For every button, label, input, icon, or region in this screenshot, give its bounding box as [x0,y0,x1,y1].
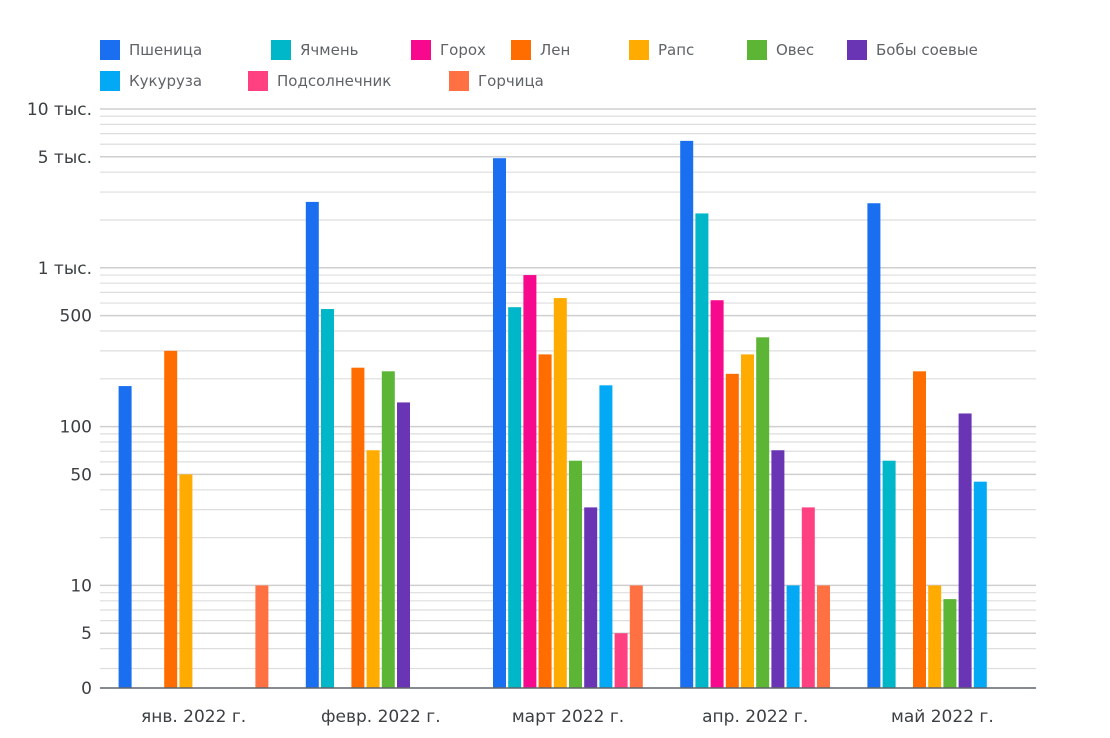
bar-Овес [381,371,395,688]
legend-swatch [449,71,469,91]
bar-Лен [538,354,552,688]
bar-Кукуруза [973,481,987,688]
legend-label: Подсолнечник [277,72,392,90]
bar-Лен [164,350,178,688]
bar-Пшеница [118,386,132,688]
legend-item[interactable]: Овес [747,40,814,60]
bar-Лен [725,373,739,688]
legend-swatch [629,40,649,60]
legend-item[interactable]: Горох [411,40,486,60]
bar-Рапс [553,298,567,688]
legend-swatch [100,40,120,60]
bar-Овес [569,460,582,688]
bar-Ячмень [508,307,522,688]
legend-label: Рапс [658,41,695,59]
legend-item[interactable]: Бобы соевые [847,40,978,60]
y-tick-label: 5 тыс. [38,148,92,168]
legend-item[interactable]: Подсолнечник [248,71,391,91]
bar-Подсолнечник [801,507,815,688]
y-tick-label: 5 [81,624,92,644]
legend-swatch [511,40,531,60]
bar-Горох [523,275,537,688]
bar-Овес [756,337,770,688]
legend-swatch [747,40,767,60]
bar-Горчица [629,585,643,688]
bar-Пшеница [493,158,506,689]
bar-Пшеница [305,201,319,688]
y-tick-label: 500 [60,307,92,327]
legend-item[interactable]: Пшеница [100,40,202,60]
x-tick-label: янв. 2022 г. [141,707,246,727]
legend-label: Горчица [478,72,544,90]
bar-Горчица [817,585,830,688]
legend-swatch [100,71,120,91]
bar-Кукуруза [599,385,613,688]
y-tick-label: 50 [70,465,92,485]
x-tick-label: май 2022 г. [891,707,994,727]
bar-Ячмень [882,460,896,688]
y-tick-label: 100 [60,418,92,438]
bar-Ячмень [695,213,709,688]
bar-Рапс [179,474,193,688]
bar-Пшеница [680,140,694,688]
bar-Ячмень [321,309,334,688]
bar-Лен [351,367,365,688]
legend-label: Горох [440,41,486,59]
legend-label: Кукуруза [129,72,203,90]
y-tick-label: 10 тыс. [27,100,92,120]
legend-swatch [847,40,867,60]
legend-label: Бобы соевые [876,41,978,59]
x-tick-label: апр. 2022 г. [702,707,808,727]
bar-Овес [943,599,957,688]
legend-swatch [411,40,431,60]
bar-Бобы соевые [771,450,785,688]
legend-item[interactable]: Лен [511,40,570,60]
bar-Рапс [928,585,942,688]
bar-Бобы соевые [397,402,410,688]
y-tick-label: 10 [70,576,92,596]
legend-item[interactable]: Горчица [449,71,544,91]
legend-item[interactable]: Ячмень [271,40,358,60]
legend-label: Пшеница [129,41,203,59]
legend-item[interactable]: Рапс [629,40,694,60]
bar-Горох [710,300,724,688]
bar-Подсолнечник [614,633,628,688]
bar-Горчица [255,585,269,688]
bar-Бобы соевые [958,413,972,688]
y-tick-label: 1 тыс. [38,259,92,279]
bar-Лен [913,371,926,688]
legend-label: Лен [540,41,571,59]
x-tick-label: февр. 2022 г. [321,707,441,727]
legend-swatch [271,40,291,60]
legend-item[interactable]: Кукуруза [100,71,202,91]
bar-Рапс [366,450,380,688]
bar-Кукуруза [786,585,800,688]
bar-Рапс [741,354,754,688]
bar-Пшеница [867,203,881,688]
bar-Бобы соевые [584,507,598,688]
x-tick-label: март 2022 г. [512,707,624,727]
legend-label: Овес [776,41,815,59]
y-tick-label: 0 [81,679,92,699]
legend-label: Ячмень [300,41,359,59]
legend-swatch [248,71,268,91]
